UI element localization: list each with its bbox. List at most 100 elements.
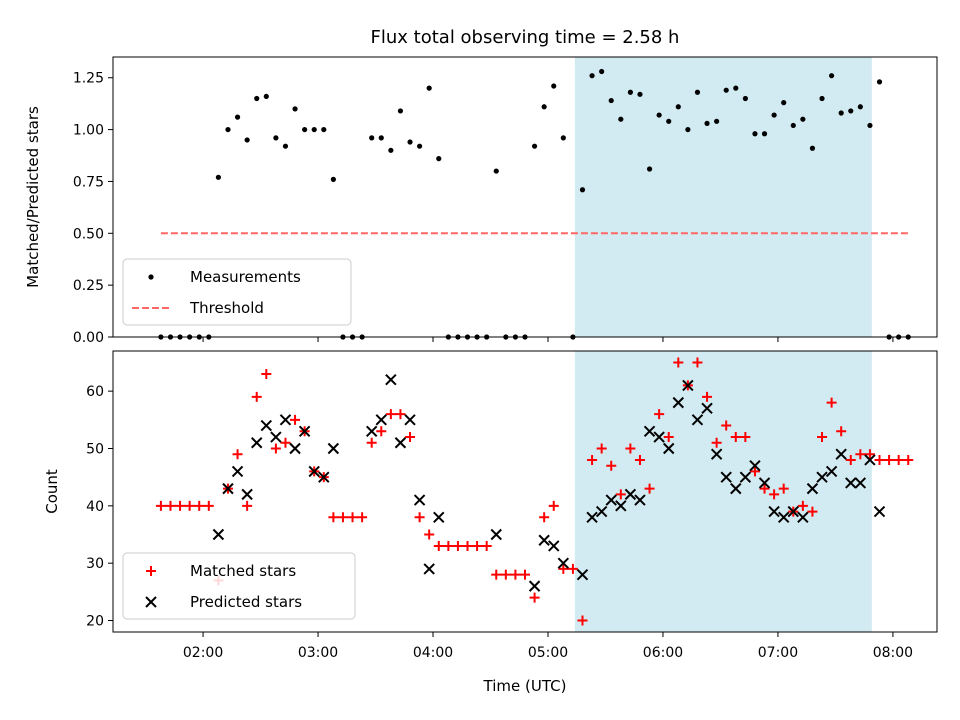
data-point bbox=[490, 528, 502, 541]
data-point bbox=[733, 85, 739, 91]
data-point bbox=[749, 466, 760, 477]
data-point bbox=[826, 397, 837, 408]
data-point bbox=[720, 471, 732, 483]
data-point bbox=[423, 563, 435, 575]
data-point bbox=[212, 528, 225, 541]
data-point bbox=[414, 512, 425, 523]
data-point bbox=[608, 97, 614, 104]
data-point bbox=[589, 73, 595, 79]
data-point bbox=[203, 500, 214, 511]
data-point bbox=[752, 131, 758, 137]
data-point bbox=[397, 108, 404, 114]
data-point bbox=[845, 454, 856, 465]
data-point bbox=[663, 442, 675, 455]
data-point bbox=[375, 414, 387, 426]
series-matched-stars bbox=[155, 357, 914, 626]
data-point bbox=[404, 414, 416, 426]
data-point bbox=[289, 442, 301, 455]
data-point bbox=[749, 459, 761, 472]
data-point bbox=[292, 106, 298, 112]
data-point bbox=[739, 471, 752, 483]
y-tick-label: 1.25 bbox=[73, 71, 104, 87]
legend-marker bbox=[146, 566, 156, 576]
count-panel: 02:00 03:00 04:00 05:00 06:00 07:00 08:00 20 30 4… bbox=[43, 350, 938, 661]
data-point bbox=[836, 426, 847, 437]
data-point bbox=[666, 118, 672, 124]
data-point bbox=[462, 540, 473, 551]
data-point bbox=[848, 108, 854, 114]
data-point bbox=[417, 143, 423, 149]
data-point bbox=[903, 454, 914, 465]
data-point bbox=[510, 569, 521, 580]
data-point bbox=[567, 563, 578, 574]
series-predicted-stars bbox=[212, 373, 886, 592]
data-point bbox=[807, 506, 818, 517]
y-tick-label: 0.25 bbox=[73, 278, 104, 294]
data-point bbox=[730, 432, 741, 443]
data-point bbox=[548, 500, 559, 511]
data-point bbox=[541, 104, 547, 110]
data-point bbox=[835, 448, 847, 460]
data-point bbox=[551, 83, 557, 89]
data-point bbox=[279, 414, 292, 426]
data-point bbox=[704, 120, 710, 126]
data-point bbox=[433, 540, 444, 551]
data-point bbox=[768, 505, 780, 518]
data-point bbox=[634, 454, 645, 465]
data-point bbox=[241, 488, 253, 501]
x-tick-label: 02:00 bbox=[183, 645, 223, 661]
observing-window-span bbox=[574, 57, 872, 337]
data-point bbox=[225, 126, 231, 133]
data-point bbox=[222, 482, 234, 495]
data-point bbox=[710, 448, 723, 460]
data-point bbox=[330, 176, 336, 182]
data-point bbox=[672, 396, 685, 409]
data-point bbox=[721, 420, 732, 431]
data-point bbox=[873, 505, 886, 518]
data-point bbox=[395, 409, 406, 420]
data-point bbox=[337, 512, 348, 523]
data-point bbox=[714, 118, 720, 124]
legend-label: Predicted stars bbox=[190, 593, 302, 611]
data-point bbox=[539, 512, 550, 523]
data-point bbox=[663, 432, 674, 443]
data-point bbox=[759, 483, 770, 494]
data-point bbox=[615, 489, 626, 500]
data-point bbox=[231, 465, 244, 478]
data-point bbox=[557, 557, 570, 569]
data-point bbox=[194, 500, 205, 511]
data-point bbox=[864, 449, 875, 460]
data-point bbox=[740, 432, 751, 443]
series-measurements bbox=[158, 68, 911, 340]
observing-window-span bbox=[574, 351, 872, 632]
data-point bbox=[587, 454, 598, 465]
data-point bbox=[234, 114, 241, 120]
data-point bbox=[579, 187, 586, 193]
y-tick-label: 20 bbox=[86, 614, 104, 630]
data-point bbox=[723, 87, 729, 93]
data-point bbox=[817, 432, 828, 443]
data-point bbox=[298, 425, 311, 437]
data-point bbox=[531, 143, 538, 149]
data-point bbox=[618, 116, 624, 122]
data-point bbox=[493, 168, 499, 174]
data-point bbox=[405, 432, 416, 443]
data-point bbox=[302, 126, 308, 133]
data-point bbox=[376, 426, 387, 437]
data-point bbox=[413, 494, 426, 506]
data-point bbox=[385, 373, 397, 386]
data-point bbox=[308, 465, 320, 478]
data-point bbox=[634, 494, 646, 506]
count-panel-ticks: 02:00 03:00 04:00 05:00 06:00 07:00 08:00 20 30 4… bbox=[86, 384, 913, 661]
data-point bbox=[778, 483, 789, 494]
data-point bbox=[184, 500, 195, 511]
data-point bbox=[682, 379, 694, 392]
data-point bbox=[424, 529, 435, 540]
data-point bbox=[644, 483, 655, 494]
y-tick-label: 1.00 bbox=[73, 123, 104, 139]
data-point bbox=[452, 540, 463, 551]
count-legend: Matched stars Predicted stars bbox=[122, 552, 356, 620]
data-point bbox=[797, 500, 808, 511]
data-point bbox=[175, 500, 186, 511]
data-point bbox=[280, 437, 291, 448]
